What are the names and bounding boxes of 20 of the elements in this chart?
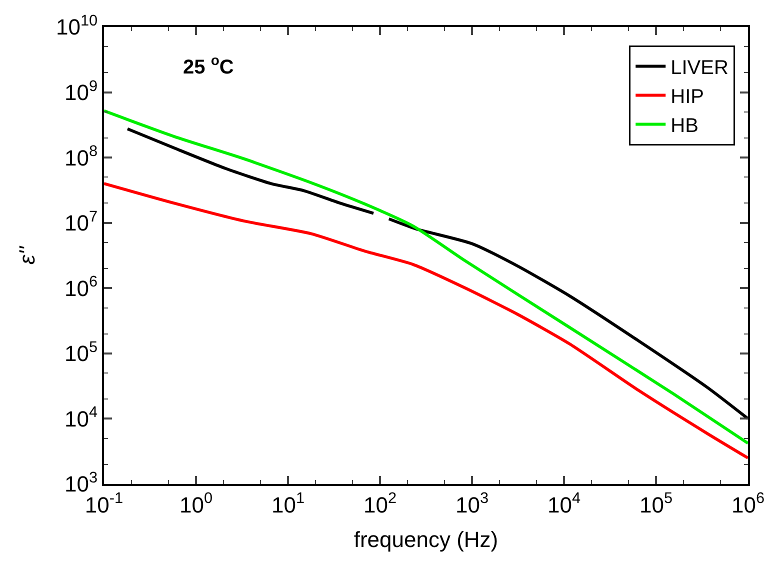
y-tick-label: 10$^{7}$ [64, 208, 98, 236]
legend-label: HIP [670, 86, 704, 108]
legend-label: LIVER [670, 57, 728, 80]
x-tick-label: 10$^{1}$ [271, 490, 305, 518]
x-axis-title: frequency (Hz) [354, 526, 498, 552]
legend-label: HB [670, 115, 698, 138]
y-tick-label: 10$^{6}$ [64, 274, 98, 301]
y-tick-label: 10$^{9}$ [64, 78, 98, 105]
y-axis-title: ε'' [14, 246, 40, 265]
y-tick-label: 10$^{8}$ [64, 143, 98, 170]
y-tick-label: 10$^{10}$ [56, 12, 98, 40]
x-tick-label: 10$^{0}$ [179, 490, 213, 518]
x-tick-label: 10$^{2}$ [363, 490, 397, 518]
y-tick-label: 10$^{5}$ [64, 338, 98, 366]
x-tick-label: 10$^{4}$ [547, 490, 581, 518]
x-tick-label: 10$^{6}$ [731, 490, 765, 518]
x-tick-label: 10$^{3}$ [455, 490, 489, 518]
y-tick-label: 10$^{4}$ [64, 404, 98, 432]
x-tick-label: 10$^{5}$ [639, 490, 673, 518]
annotation: 25 $^{o}$C [183, 52, 234, 78]
